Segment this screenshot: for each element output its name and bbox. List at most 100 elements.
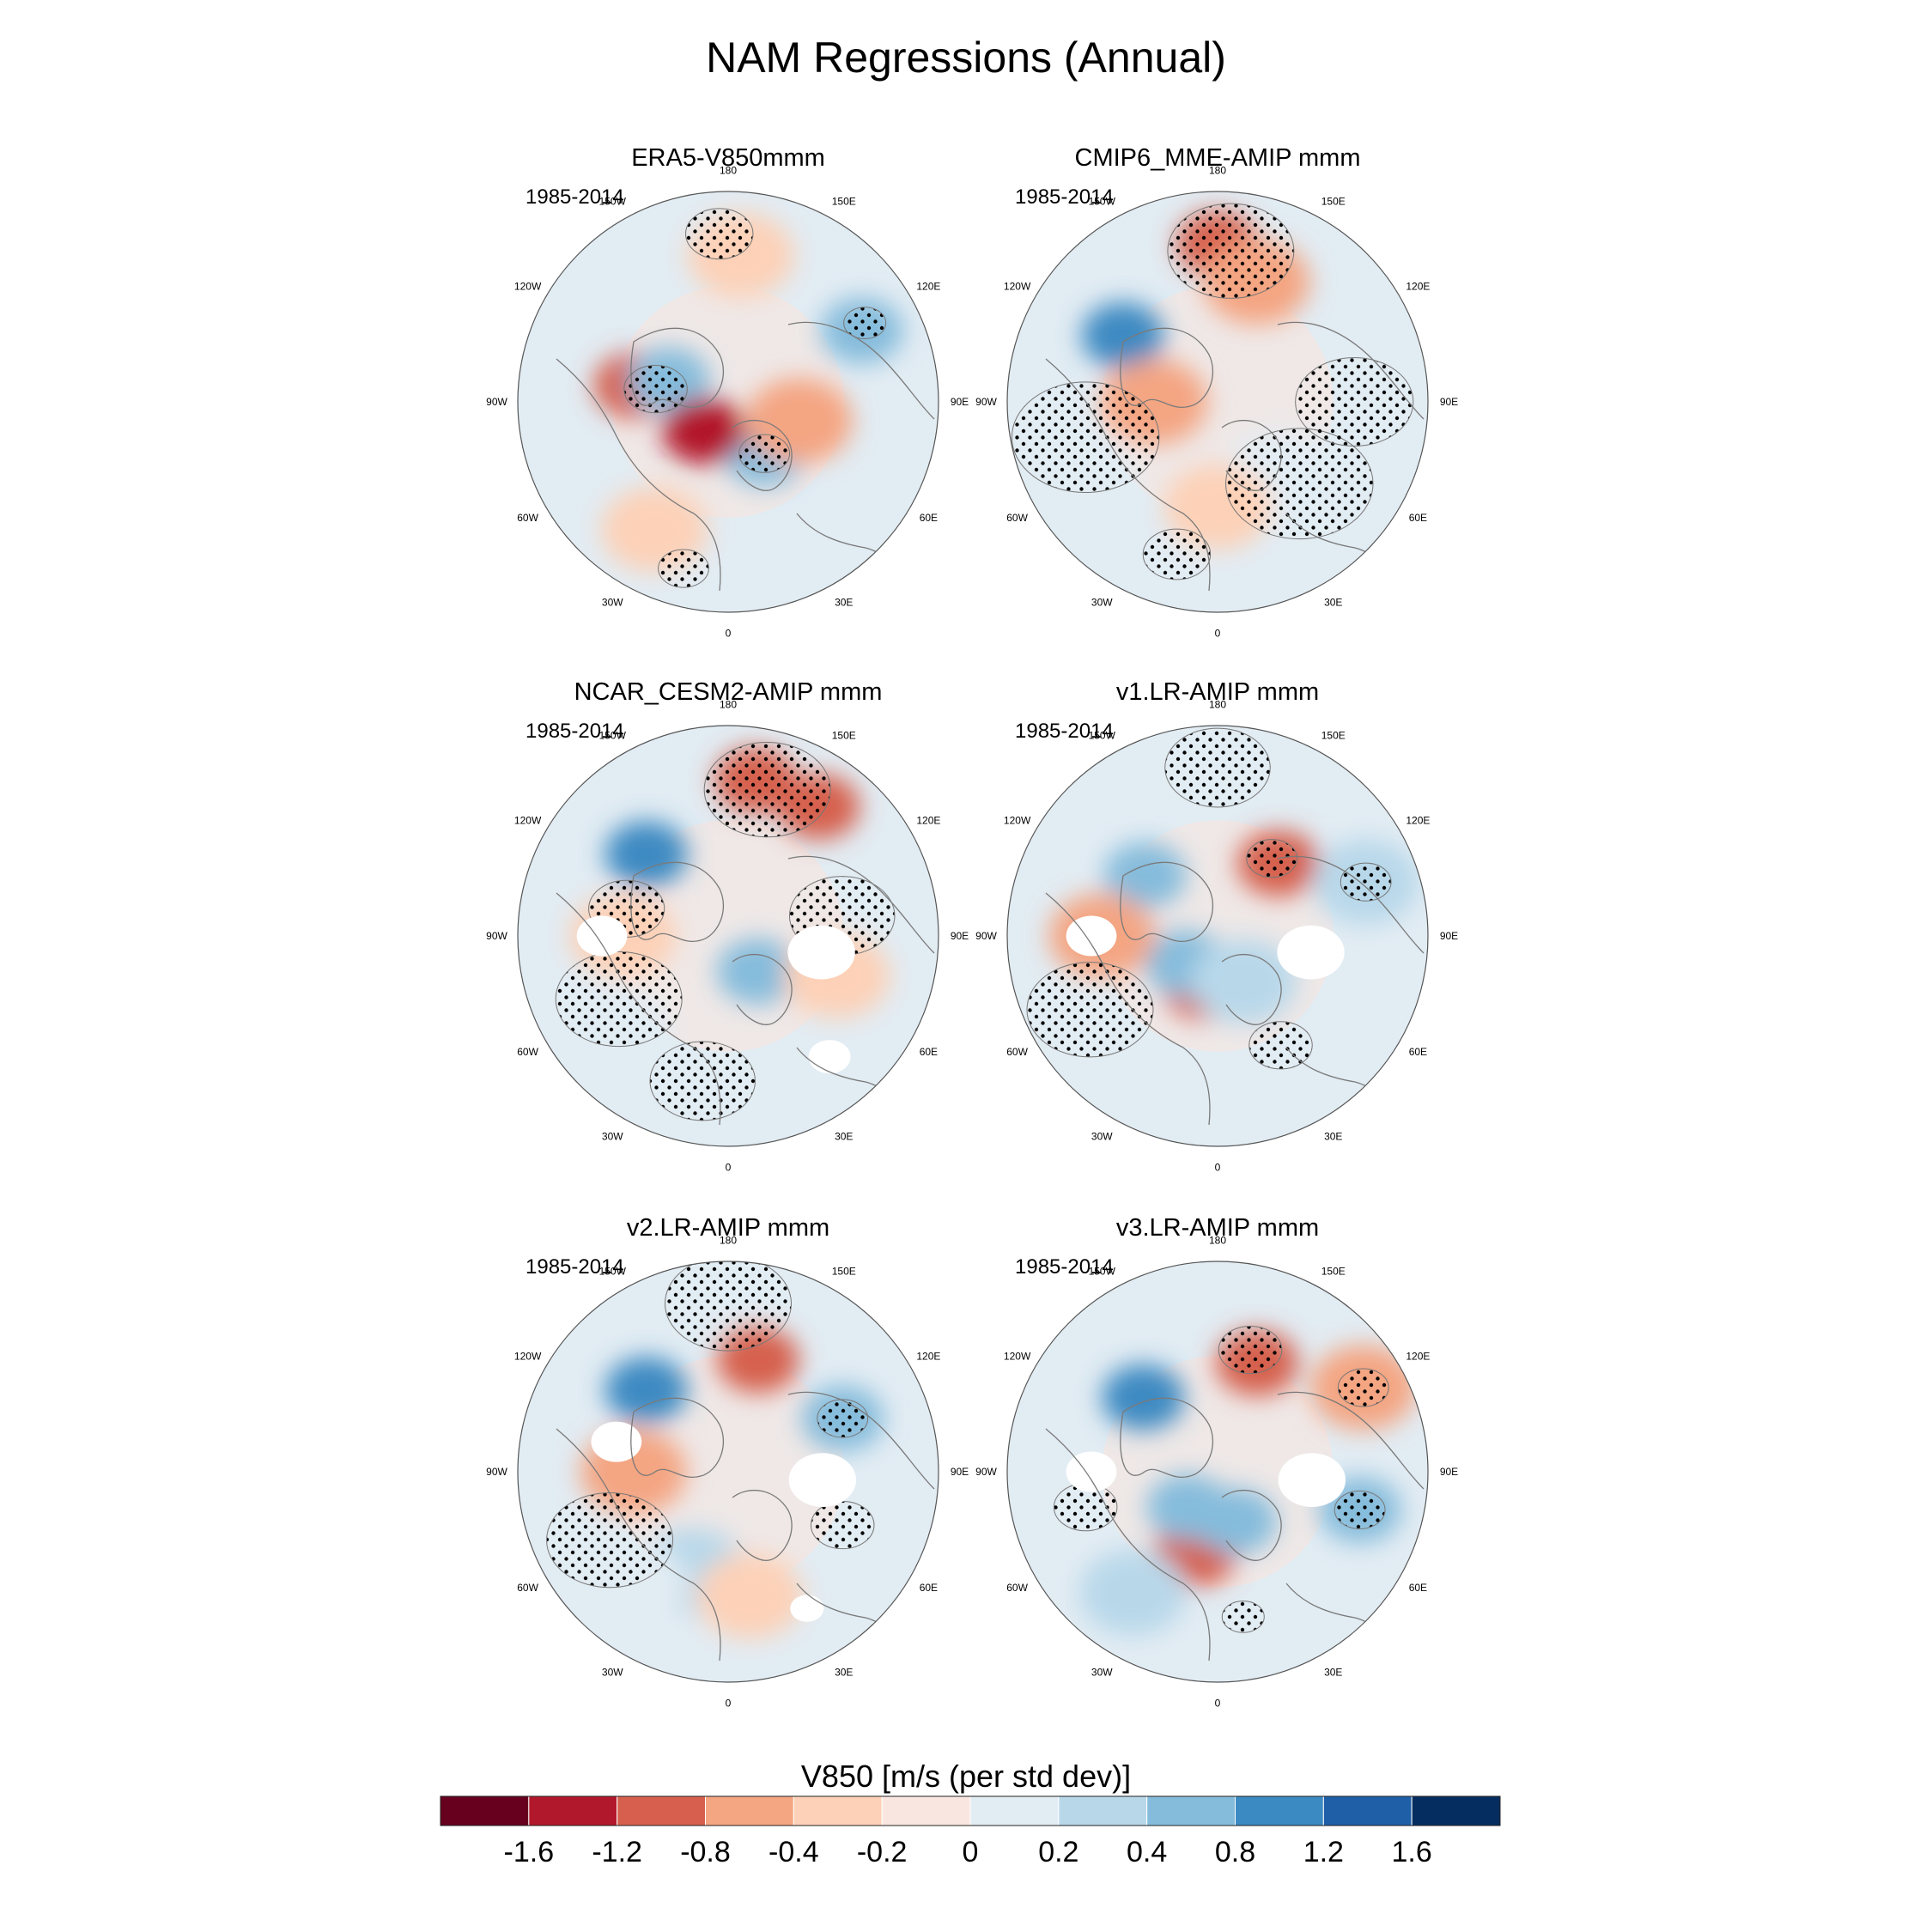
coastline xyxy=(556,358,721,592)
panel-period: 1985-2014 xyxy=(526,720,624,743)
colorbar-tick-label: 0.4 xyxy=(1127,1836,1168,1868)
stipple-region xyxy=(546,1492,674,1589)
anomaly-blob xyxy=(1081,302,1164,369)
longitude-label-upper-left-1: 150W xyxy=(1089,730,1116,742)
coastline xyxy=(732,419,793,491)
masked-region xyxy=(808,1040,851,1074)
masked-region xyxy=(1066,915,1117,957)
longitude-label-left: 90W xyxy=(486,396,507,408)
longitude-label-top: 180 xyxy=(720,699,737,711)
longitude-label-right: 90E xyxy=(1440,1466,1458,1478)
longitude-label-right: 90E xyxy=(1440,930,1458,942)
longitude-label-lower-left-2: 30W xyxy=(1091,1666,1113,1678)
longitude-label-top: 180 xyxy=(1209,699,1226,711)
stipple-region xyxy=(1295,357,1414,447)
colorbar-cell xyxy=(705,1795,794,1826)
longitude-label-upper-right-2: 120E xyxy=(916,814,940,826)
colorbar-cell xyxy=(1058,1795,1148,1826)
panel-v1-lr: v1.LR-AMIP mmm 1985-2014 180 150E 120E 90E 6… xyxy=(975,678,1458,1174)
coastline xyxy=(1221,419,1282,491)
longitude-label-left: 90W xyxy=(486,1466,507,1478)
stipple-region xyxy=(703,741,831,838)
panel-period: 1985-2014 xyxy=(1015,185,1114,209)
panel-title: v3.LR-AMIP mmm xyxy=(1115,1214,1320,1242)
longitude-label-top: 180 xyxy=(720,165,737,177)
coastline xyxy=(630,861,724,942)
longitude-label-lower-right-2: 30E xyxy=(835,1130,853,1142)
main-title: NAM Regressions (Annual) xyxy=(706,33,1226,82)
longitude-label-upper-left-2: 120W xyxy=(514,814,542,826)
masked-region xyxy=(788,1453,857,1507)
panel-cmip6-mme: CMIP6_MME-AMIP mmm 1985-2014 180 150E 120E… xyxy=(975,144,1458,640)
colorbar-cell xyxy=(969,1795,1060,1826)
stipple-region xyxy=(1218,1325,1283,1375)
panel-period: 1985-2014 xyxy=(1015,1255,1114,1279)
colorbar-tick-label: -0.8 xyxy=(680,1836,731,1868)
longitude-label-upper-right-1: 150E xyxy=(1321,730,1346,742)
longitude-label-lower-right-2: 30E xyxy=(1324,596,1342,608)
longitude-label-lower-right-1: 60E xyxy=(1409,512,1427,524)
coastlines xyxy=(556,321,935,592)
longitude-label-lower-left-2: 30W xyxy=(602,596,623,608)
panel-title: v1.LR-AMIP mmm xyxy=(1115,678,1320,706)
longitude-label-upper-left-1: 150W xyxy=(1089,1266,1116,1278)
colorbar-tick-label: 1.6 xyxy=(1391,1836,1432,1868)
longitude-label-right: 90E xyxy=(951,930,969,942)
stipple-region xyxy=(738,434,791,473)
stipple-region xyxy=(685,208,754,260)
coastline xyxy=(1120,861,1213,942)
longitude-label-upper-left-1: 150W xyxy=(1089,196,1116,208)
coastline xyxy=(787,1391,935,1490)
coastlines xyxy=(1045,321,1425,592)
coastlines xyxy=(1045,1391,1425,1662)
longitude-label-right: 90E xyxy=(951,396,969,408)
longitude-label-lower-right-2: 30E xyxy=(835,596,853,608)
coastline xyxy=(1277,855,1425,954)
anomaly-blob xyxy=(1079,1549,1187,1636)
panel-era5: ERA5-V850mmm 1985-2014 180 150E 120E 90E 60E… xyxy=(486,144,969,640)
longitude-label-upper-right-2: 120E xyxy=(916,1350,940,1362)
map-border xyxy=(517,1261,939,1683)
colorbar-cell xyxy=(1411,1795,1501,1826)
masked-region xyxy=(1066,1451,1117,1492)
stipple-region xyxy=(658,549,709,588)
longitude-label-left: 90W xyxy=(486,930,507,942)
coastline xyxy=(787,855,935,954)
stipple-region xyxy=(649,1041,756,1121)
longitude-label-lower-left-1: 60W xyxy=(517,512,538,524)
map-field xyxy=(1007,1261,1428,1682)
longitude-label-lower-right-2: 30E xyxy=(1324,1130,1342,1142)
stipple-region xyxy=(817,1399,869,1438)
coastline xyxy=(1221,1489,1282,1561)
stipple-region xyxy=(623,365,688,414)
panel-period: 1985-2014 xyxy=(1015,720,1114,743)
masked-region xyxy=(576,915,628,957)
masked-region xyxy=(787,925,855,980)
coastline xyxy=(787,321,935,420)
longitude-label-lower-left-1: 60W xyxy=(517,1582,538,1594)
anomaly-blob xyxy=(1103,841,1187,908)
coastline xyxy=(556,1428,721,1662)
coastline xyxy=(1277,1391,1425,1490)
stipple-region xyxy=(1249,1021,1313,1070)
longitude-label-upper-left-1: 150W xyxy=(599,730,627,742)
panel-period: 1985-2014 xyxy=(526,185,624,209)
stipple-region xyxy=(1337,1368,1389,1407)
longitude-label-upper-right-1: 150E xyxy=(832,196,856,208)
coastline xyxy=(1221,953,1282,1025)
map-field xyxy=(1007,191,1428,612)
map-border xyxy=(1006,1261,1429,1683)
panel-title: ERA5-V850mmm xyxy=(631,144,825,172)
colorbar-tick-label: 0.2 xyxy=(1038,1836,1079,1868)
panel-v2-lr: v2.LR-AMIP mmm 1985-2014 180 150E 120E 90E 6… xyxy=(486,1214,969,1710)
longitude-label-bottom: 0 xyxy=(1215,628,1221,640)
colorbar-tick-label: -1.2 xyxy=(592,1836,642,1868)
colorbar-cell xyxy=(617,1795,707,1826)
map-field xyxy=(518,191,939,612)
map-border xyxy=(517,191,939,613)
coastlines xyxy=(556,855,935,1126)
coastline xyxy=(1120,1397,1213,1478)
longitude-label-upper-left-2: 120W xyxy=(514,1350,542,1362)
polar-map: 180 150E 120E 90E 60E 30E 0 30W 60W 90W 120W 150W xyxy=(975,165,1458,640)
